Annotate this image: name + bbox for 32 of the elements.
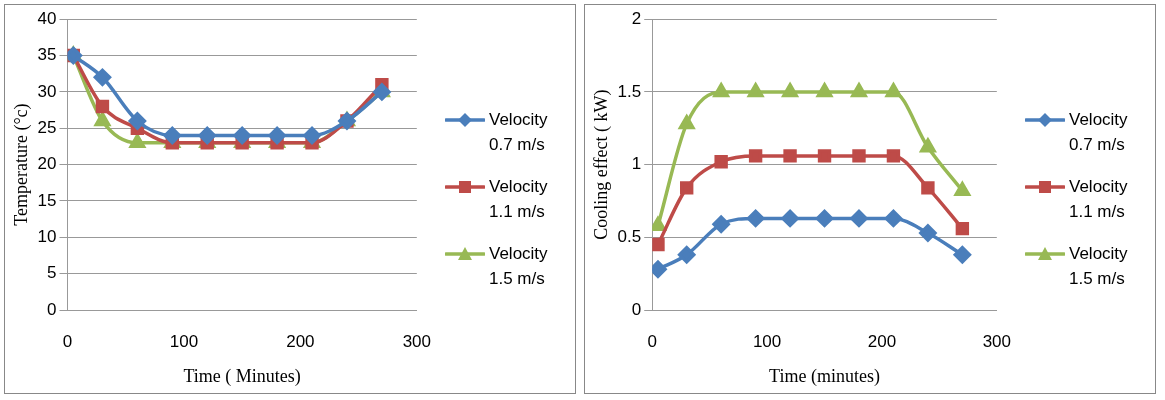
- legend-label: Velocity 1.5 m/s: [489, 242, 549, 290]
- x-tick-label: 0: [62, 331, 73, 351]
- y-tick-label: 5: [47, 263, 57, 283]
- x-tick-label: 300: [402, 331, 432, 351]
- y-tick-label: 0.5: [617, 226, 642, 246]
- y-tick-label: 0: [631, 299, 642, 319]
- legend-label: Velocity 1.5 m/s: [1069, 242, 1129, 290]
- legend-label: Velocity 0.7 m/s: [489, 108, 549, 156]
- y-tick-label: 40: [37, 8, 57, 28]
- x-tick-label: 0: [647, 331, 657, 351]
- legend-label: Velocity 1.1 m/s: [1069, 175, 1129, 223]
- y-tick-label: 1.5: [617, 81, 642, 101]
- x-tick-label: 100: [169, 331, 199, 351]
- x-axis-title: Time (minutes): [769, 365, 880, 387]
- y-tick-label: 15: [37, 190, 57, 210]
- y-tick-label: 2: [631, 8, 642, 28]
- x-axis-title: Time ( Minutes): [183, 365, 301, 387]
- x-tick-label: 300: [982, 331, 1012, 351]
- x-tick-label: 200: [867, 331, 897, 351]
- y-tick-label: 25: [37, 117, 57, 137]
- y-axis-title: Temperature (°c): [10, 103, 32, 226]
- y-tick-label: 1: [631, 154, 642, 174]
- y-tick-label: 0: [47, 299, 57, 319]
- y-axis-title: Cooling effect ( kW): [590, 89, 612, 240]
- legend-label: Velocity 1.1 m/s: [489, 175, 549, 223]
- y-tick-label: 20: [37, 154, 57, 174]
- x-tick-label: 200: [286, 331, 315, 351]
- y-tick-label: 30: [37, 81, 57, 101]
- y-tick-label: 10: [37, 226, 57, 246]
- x-tick-label: 100: [752, 331, 782, 351]
- legend-label: Velocity 0.7 m/s: [1069, 108, 1129, 156]
- y-tick-label: 35: [37, 45, 57, 65]
